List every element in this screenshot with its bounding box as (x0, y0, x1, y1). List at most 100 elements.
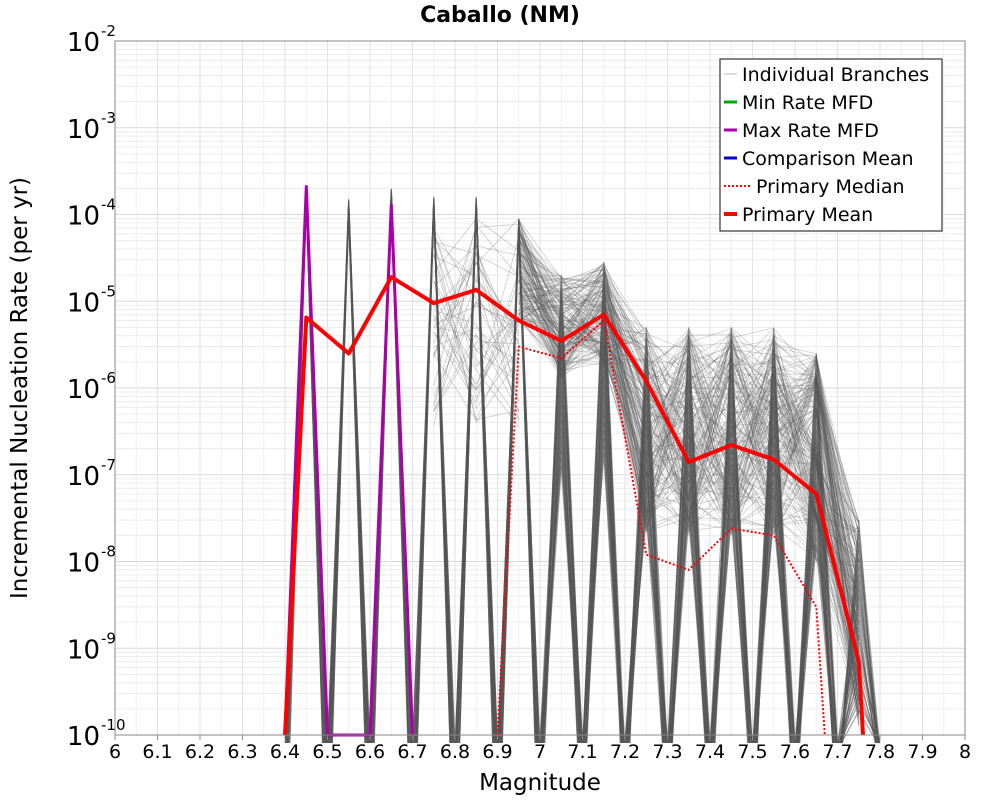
branch-line (518, 233, 860, 672)
branch-line (518, 308, 860, 582)
branch-line (518, 238, 860, 720)
branch-line (518, 245, 860, 592)
legend-label: Primary Mean (742, 204, 873, 226)
x-tick-label: 7.4 (695, 741, 725, 763)
y-tick-exponent: -3 (101, 109, 116, 127)
series-primary-median (496, 319, 826, 736)
branch-line (518, 276, 860, 614)
branch-line (518, 252, 860, 641)
branch-line (433, 241, 520, 421)
branch-line (625, 510, 663, 744)
series-primary-mean (283, 275, 865, 736)
branch-line (433, 281, 520, 352)
branch-line (518, 320, 860, 620)
branch-line (518, 307, 860, 582)
branch-line (518, 235, 860, 696)
x-tick-label: 6.7 (397, 741, 427, 763)
branch-line (839, 550, 880, 744)
branch-line (518, 298, 860, 552)
branch-line (518, 230, 860, 712)
branch-line (518, 228, 860, 592)
branch-line (518, 260, 860, 606)
branch-line (795, 536, 837, 744)
branch-line (433, 326, 520, 362)
y-tick-exponent: -10 (101, 716, 126, 734)
branch-line (518, 287, 860, 715)
branch-line (518, 225, 860, 672)
branch-line (518, 273, 860, 552)
branch-line (518, 280, 860, 524)
branch-line (709, 487, 753, 744)
branch-line (518, 266, 860, 681)
branch-line (518, 241, 860, 607)
branch-line (837, 649, 881, 744)
branch-line (433, 333, 520, 412)
legend-label: Max Rate MFD (742, 120, 879, 142)
branch-line (518, 270, 860, 593)
branch-line (433, 311, 520, 385)
branch-line (454, 214, 497, 744)
branch-line (518, 221, 860, 560)
branch-line (433, 238, 520, 390)
y-tick-exponent: -6 (101, 369, 116, 387)
branch-line (518, 256, 860, 637)
branch-line (518, 300, 860, 622)
branch-line (518, 307, 860, 562)
branch-line (518, 246, 860, 533)
legend-label: Primary Median (756, 176, 905, 198)
branch-line (518, 277, 860, 680)
branch-line (518, 317, 860, 671)
branch-line (518, 302, 860, 534)
branch-line (518, 249, 860, 561)
legend-label: Min Rate MFD (742, 92, 873, 114)
x-tick-label: 6.5 (312, 741, 342, 763)
branch-line (518, 274, 860, 642)
branch-line (518, 279, 860, 571)
branch-line (518, 244, 860, 641)
branch-line (433, 305, 519, 326)
branch-line (518, 218, 860, 711)
branch-line (433, 301, 520, 413)
branch-line (539, 458, 582, 744)
branch-line (433, 244, 520, 426)
branch-line (518, 259, 860, 562)
branch-line (518, 232, 860, 701)
x-tick-label: 6.6 (355, 741, 385, 763)
branch-line (518, 237, 860, 523)
branch-line (624, 518, 668, 744)
branch-line (518, 301, 860, 636)
branch-line (518, 294, 860, 583)
branch-line (433, 245, 520, 368)
y-tick-label: 10 (67, 115, 100, 145)
branch-line (518, 219, 860, 726)
x-tick-label: 7.5 (737, 741, 767, 763)
branch-line (518, 263, 859, 533)
branch-line (671, 518, 707, 744)
x-tick-label: 7.7 (822, 741, 852, 763)
branch-line (518, 232, 860, 605)
branch-line (518, 280, 860, 546)
branch-line (518, 276, 859, 570)
branch-line (518, 218, 860, 542)
branch-line (518, 231, 860, 537)
branch-line (433, 299, 520, 410)
branch-line (518, 315, 860, 567)
branch-line (518, 280, 860, 626)
branch-line (518, 302, 860, 617)
branch-line (585, 430, 624, 744)
branch-line (433, 250, 520, 404)
branch-line (669, 510, 710, 744)
y-tick-exponent: -2 (101, 22, 116, 40)
y-tick-exponent: -7 (101, 456, 116, 474)
x-tick-label: 7.1 (567, 741, 597, 763)
branch-line (518, 236, 860, 689)
x-tick-label: 6.2 (185, 741, 215, 763)
branch-line (518, 288, 860, 613)
branch-line (518, 293, 860, 719)
legend: Individual Branches Min Rate MFD Max Rate … (719, 58, 943, 232)
y-tick-label: 10 (67, 288, 100, 318)
branch-line (518, 227, 860, 686)
branch-line (518, 251, 860, 685)
x-tick-label: 7 (534, 741, 546, 763)
branch-line (518, 234, 860, 547)
